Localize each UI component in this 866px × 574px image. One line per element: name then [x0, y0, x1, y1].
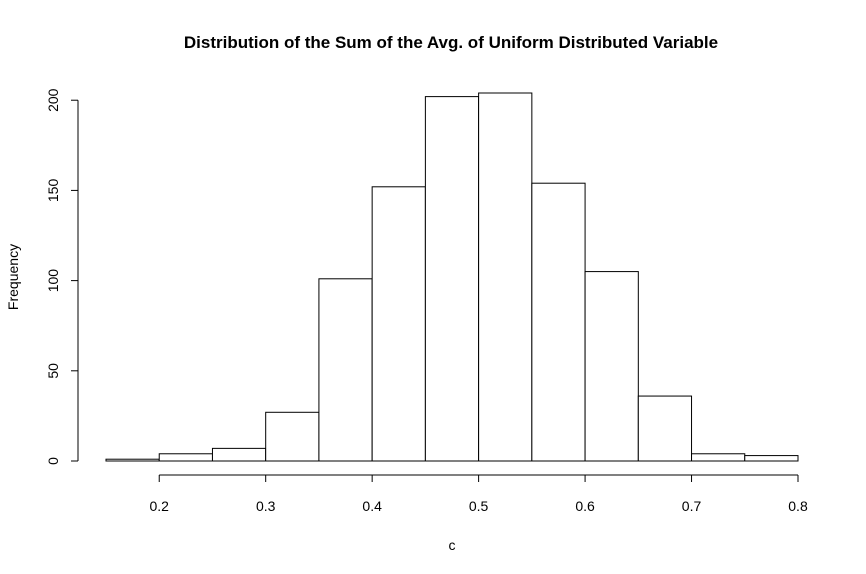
histogram-bar-2	[211, 447, 267, 462]
x-tick-label-4: 0.6	[575, 498, 595, 514]
y-tick-label-3: 150	[45, 179, 61, 203]
histogram-bar-8	[531, 182, 586, 462]
chart-title: Distribution of the Sum of the Avg. of U…	[184, 33, 718, 52]
histogram-bar-6	[424, 96, 480, 462]
histogram-bar-12	[744, 455, 799, 462]
histogram-bar-4	[318, 278, 373, 462]
histogram-bar-9	[584, 271, 639, 462]
y-tick-label-1: 50	[45, 363, 61, 379]
y-tick-label-4: 200	[45, 88, 61, 112]
histogram-bar-7	[478, 92, 533, 462]
histogram-bar-5	[371, 186, 426, 462]
x-tick-label-2: 0.4	[362, 498, 382, 514]
histogram-bar-11	[691, 453, 746, 462]
histogram-bar-10	[637, 395, 693, 462]
histogram-bar-1	[158, 453, 213, 462]
histogram-bar-0	[105, 458, 160, 462]
x-axis: 0.2 0.3 0.4 0.5 0.6 0.7 0.8	[149, 474, 808, 514]
x-tick-label-0: 0.2	[149, 498, 169, 514]
bars-group	[105, 92, 799, 462]
y-tick-label-0: 0	[45, 457, 61, 465]
x-tick-label-3: 0.5	[469, 498, 489, 514]
x-axis-label: c	[449, 537, 456, 553]
y-axis-label: Frequency	[5, 244, 21, 310]
x-tick-label-5: 0.7	[682, 498, 702, 514]
x-tick-label-6: 0.8	[788, 498, 808, 514]
y-tick-label-2: 100	[45, 269, 61, 293]
y-axis: 0 50 100 150 200	[45, 88, 79, 465]
histogram-bar-3	[265, 411, 320, 462]
x-tick-label-1: 0.3	[256, 498, 276, 514]
